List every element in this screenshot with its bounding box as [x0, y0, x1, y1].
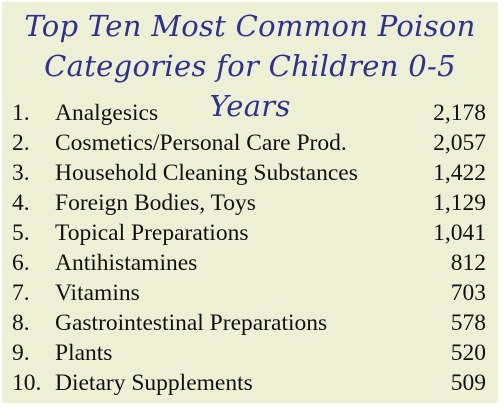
category-name: Vitamins	[55, 280, 140, 306]
title-line-2: Categories for Children 0-5 Years	[44, 49, 456, 123]
rank-number: 8.	[12, 310, 30, 336]
rank-number: 7.	[12, 280, 30, 306]
category-count: 2,178	[433, 100, 486, 126]
slide-title: Top Ten Most Common Poison Categories fo…	[2, 6, 498, 126]
rank-number: 4.	[12, 190, 30, 216]
list-item: 5. Topical Preparations 1,041	[12, 218, 490, 248]
category-count: 812	[450, 250, 486, 276]
slide-panel: Top Ten Most Common Poison Categories fo…	[2, 2, 498, 403]
rank-number: 1.	[12, 100, 30, 126]
category-count: 703	[450, 280, 486, 306]
rank-number: 3.	[12, 160, 30, 186]
list-item: 3. Household Cleaning Substances 1,422	[12, 158, 490, 188]
list-item: 6. Antihistamines 812	[12, 248, 490, 278]
category-name: Cosmetics/Personal Care Prod.	[55, 130, 347, 156]
category-name: Antihistamines	[55, 250, 198, 276]
rank-number: 6.	[12, 250, 30, 276]
rank-number: 5.	[12, 220, 30, 246]
category-count: 1,129	[433, 190, 486, 216]
list-item: 9. Plants 520	[12, 338, 490, 368]
category-name: Foreign Bodies, Toys	[55, 190, 256, 216]
category-count: 1,041	[433, 220, 486, 246]
category-count: 1,422	[433, 160, 486, 186]
category-name: Household Cleaning Substances	[55, 160, 358, 186]
rank-number: 9.	[12, 340, 30, 366]
category-count: 2,057	[433, 130, 486, 156]
list-item: 1. Analgesics 2,178	[12, 98, 490, 128]
poison-category-list: 1. Analgesics 2,178 2. Cosmetics/Persona…	[12, 98, 490, 398]
list-item: 4. Foreign Bodies, Toys 1,129	[12, 188, 490, 218]
rank-number: 10.	[12, 370, 42, 396]
category-name: Dietary Supplements	[55, 370, 253, 396]
list-item: 8. Gastrointestinal Preparations 578	[12, 308, 490, 338]
rank-number: 2.	[12, 130, 30, 156]
category-name: Analgesics	[55, 100, 159, 126]
category-name: Plants	[55, 340, 113, 366]
category-count: 509	[450, 370, 486, 396]
list-item: 10. Dietary Supplements 509	[12, 368, 490, 398]
category-count: 578	[450, 310, 486, 336]
list-item: 7. Vitamins 703	[12, 278, 490, 308]
category-name: Topical Preparations	[55, 220, 249, 246]
category-name: Gastrointestinal Preparations	[55, 310, 328, 336]
category-count: 520	[450, 340, 486, 366]
list-item: 2. Cosmetics/Personal Care Prod. 2,057	[12, 128, 490, 158]
title-line-1: Top Ten Most Common Poison	[24, 9, 476, 43]
